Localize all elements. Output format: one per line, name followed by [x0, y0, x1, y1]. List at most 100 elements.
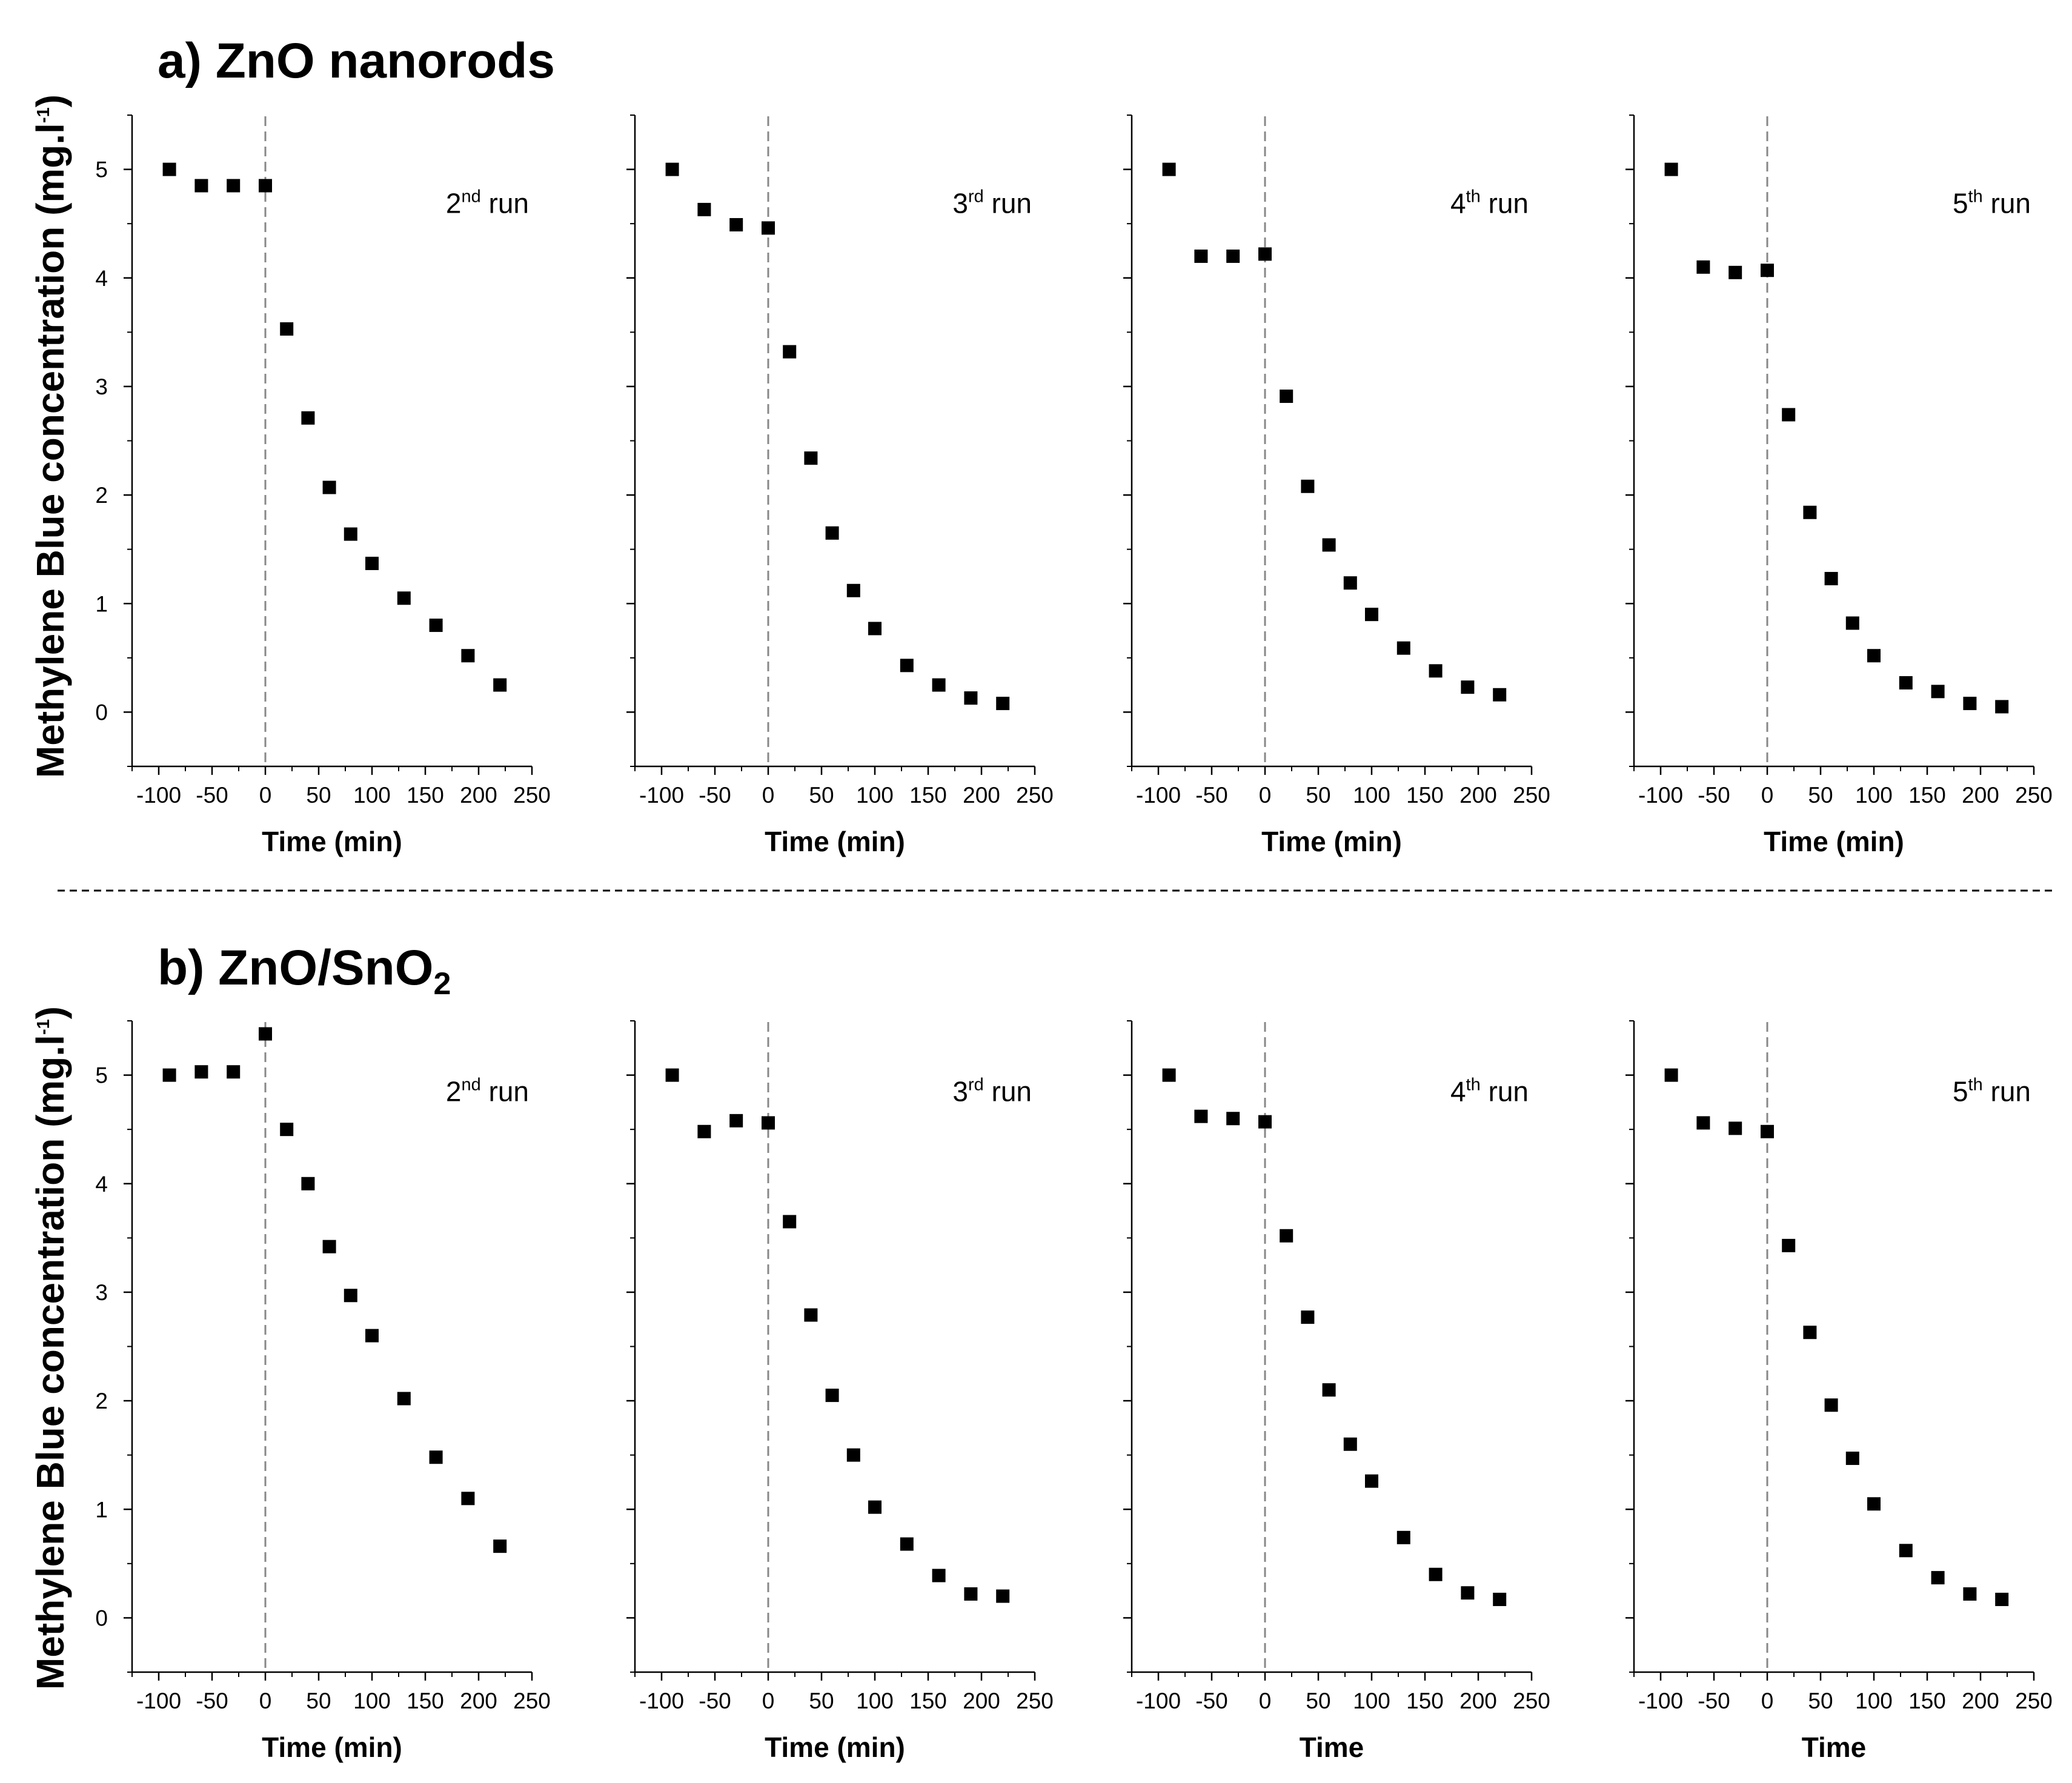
- y-tick-label: 5: [95, 1063, 108, 1088]
- data-point: [194, 179, 208, 193]
- data-point: [1664, 162, 1678, 176]
- x-tick-label: -100: [1136, 783, 1181, 808]
- y-tick-label: 1: [95, 1497, 108, 1522]
- data-point: [932, 678, 946, 692]
- panel-r1-p1: 0 1 2 3 4 5 -100 -50 0 50 100 150 200 250 Time (min) 2n…: [95, 115, 551, 857]
- data-point: [194, 1065, 208, 1079]
- data-point: [259, 179, 272, 193]
- y-tick-label: 3: [95, 374, 108, 399]
- x-tick-label: 0: [259, 1688, 272, 1713]
- x-tick-label: 150: [1406, 1688, 1444, 1713]
- data-point: [1365, 608, 1378, 622]
- data-point: [162, 1068, 176, 1082]
- x-tick-label: 100: [856, 1688, 894, 1713]
- data-point: [301, 1177, 315, 1190]
- panel-r1-p3: -100 -50 0 50 100 150 200 250 Time (min) 4th run: [1123, 115, 1550, 857]
- x-axis-label-r2-p3: Time: [1300, 1732, 1364, 1763]
- x-tick-label: 150: [1908, 1688, 1946, 1713]
- data-point: [900, 659, 914, 672]
- data-point: [846, 583, 860, 597]
- data-point: [365, 556, 379, 570]
- panel-r1-p2: -100 -50 0 50 100 150 200 250 Time (min) 3rd run: [626, 115, 1054, 857]
- data-point: [762, 221, 775, 235]
- panel-r2-p4: -100 -50 0 50 100 150 200 250 Time 5th run: [1625, 1020, 2053, 1763]
- x-tick-label: 150: [407, 783, 444, 808]
- x-tick-label: -50: [699, 783, 731, 808]
- run-label-r1-p1: 2nd run: [446, 187, 529, 219]
- x-tick-label: 250: [513, 783, 551, 808]
- data-point: [1995, 700, 2009, 714]
- data-point: [322, 1240, 336, 1253]
- x-axis-label-r1-p1: Time (min): [262, 826, 402, 857]
- data-point: [429, 619, 443, 633]
- panel-r2-p1: 0 1 2 3 4 5 -100 -50 0 50 100 150 200 250 Time (min) 2n…: [95, 1020, 551, 1763]
- data-point: [1343, 576, 1357, 590]
- data-point: [868, 1500, 882, 1514]
- x-tick-label: 50: [1306, 1688, 1330, 1713]
- data-point: [1696, 1116, 1710, 1130]
- x-tick-label: -50: [196, 1688, 228, 1713]
- data-point: [1867, 649, 1881, 663]
- x-tick-label: 250: [1513, 783, 1550, 808]
- x-tick-label: 50: [306, 783, 331, 808]
- data-point: [1782, 1238, 1796, 1252]
- data-point: [1280, 1229, 1293, 1243]
- data-point: [461, 1492, 475, 1506]
- y-tick-label: 1: [95, 591, 108, 616]
- data-point: [868, 622, 882, 636]
- x-tick-label: 200: [963, 1688, 1000, 1713]
- x-axis-label-r1-p3: Time (min): [1261, 826, 1402, 857]
- x-tick-label: 200: [1459, 1688, 1497, 1713]
- x-tick-label: 0: [1259, 783, 1272, 808]
- x-tick-label: 100: [856, 783, 894, 808]
- data-point: [301, 411, 315, 425]
- data-point: [1258, 1115, 1272, 1129]
- data-point: [1899, 1544, 1913, 1558]
- x-tick-label: 200: [460, 1688, 497, 1713]
- data-point: [1493, 688, 1507, 702]
- data-point: [1931, 1571, 1945, 1585]
- data-point: [964, 691, 978, 705]
- data-point: [1322, 538, 1336, 552]
- y-tick-label: 2: [95, 483, 108, 508]
- x-tick-label: 150: [909, 783, 947, 808]
- x-tick-label: 0: [1259, 1688, 1272, 1713]
- run-label-r2-p4: 5th run: [1953, 1075, 2031, 1107]
- data-point: [996, 697, 1010, 711]
- x-tick-label: 100: [353, 1688, 391, 1713]
- data-point: [783, 1215, 797, 1229]
- data-point: [322, 480, 336, 494]
- x-tick-label: 150: [1908, 783, 1946, 808]
- data-point: [1845, 616, 1859, 630]
- x-tick-label: 150: [909, 1688, 947, 1713]
- x-tick-label: -50: [699, 1688, 731, 1713]
- y-tick-label: 5: [95, 158, 108, 182]
- x-tick-label: -100: [639, 1688, 684, 1713]
- x-tick-label: -50: [196, 783, 228, 808]
- x-axis-label-r1-p4: Time (min): [1764, 826, 1904, 857]
- data-point: [344, 527, 357, 541]
- x-tick-label: 200: [963, 783, 1000, 808]
- panel-r2-p3: -100 -50 0 50 100 150 200 250 Time 4th run: [1123, 1020, 1550, 1763]
- row-a-title: a) ZnO nanorods: [158, 33, 555, 88]
- data-point: [825, 526, 839, 540]
- data-point: [729, 1114, 743, 1127]
- data-point: [344, 1289, 357, 1303]
- x-tick-label: 100: [1855, 783, 1893, 808]
- data-point: [1396, 641, 1410, 655]
- x-axis-label-r2-p1: Time (min): [262, 1732, 402, 1763]
- data-point: [1782, 408, 1796, 422]
- data-point: [1493, 1592, 1507, 1606]
- x-tick-label: 250: [2015, 783, 2053, 808]
- data-point: [729, 217, 743, 231]
- x-tick-label: 50: [306, 1688, 331, 1713]
- data-point: [1824, 572, 1838, 586]
- data-point: [227, 1065, 241, 1079]
- x-axis-label-r2-p4: Time: [1802, 1732, 1867, 1763]
- y-tick-label: 0: [95, 700, 108, 725]
- data-point: [932, 1569, 946, 1582]
- data-point: [1258, 247, 1272, 261]
- data-point: [1728, 265, 1742, 279]
- data-point: [1696, 260, 1710, 274]
